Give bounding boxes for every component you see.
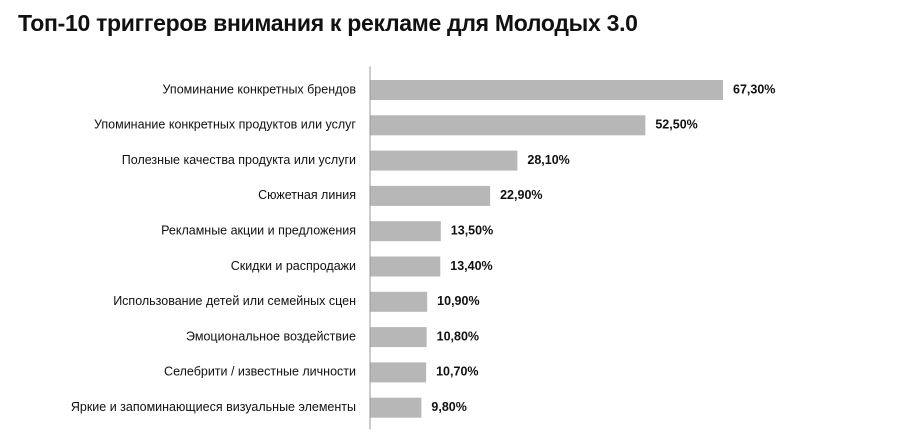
category-label: Скидки и распродажи bbox=[231, 259, 356, 273]
value-label: 9,80% bbox=[431, 400, 466, 414]
category-label: Селебрити / известные личности bbox=[164, 365, 356, 379]
value-label: 13,40% bbox=[450, 259, 492, 273]
value-label: 10,80% bbox=[437, 329, 479, 343]
bar bbox=[370, 327, 427, 348]
bar bbox=[370, 397, 422, 418]
value-label: 52,50% bbox=[655, 118, 697, 132]
category-label: Эмоциональное воздействие bbox=[186, 329, 356, 343]
value-label: 10,70% bbox=[436, 365, 478, 379]
bar bbox=[370, 362, 427, 383]
value-label: 13,50% bbox=[451, 223, 493, 237]
category-label: Яркие и запоминающиеся визуальные элемен… bbox=[71, 400, 356, 414]
value-label: 67,30% bbox=[733, 82, 775, 96]
category-label: Полезные качества продукта или услуги bbox=[122, 153, 356, 167]
bar bbox=[370, 150, 518, 171]
bar bbox=[370, 185, 491, 206]
bar bbox=[370, 80, 723, 100]
bar bbox=[370, 291, 428, 312]
bar bbox=[370, 115, 646, 136]
bars-layer bbox=[370, 80, 723, 418]
value-label: 28,10% bbox=[527, 153, 569, 167]
chart-title: Топ-10 триггеров внимания к рекламе для … bbox=[18, 10, 638, 36]
labels-layer: Упоминание конкретных брендов 67,30% Упоми… bbox=[71, 82, 776, 414]
category-label: Сюжетная линия bbox=[258, 188, 356, 202]
category-label: Использование детей или семейных сцен bbox=[113, 294, 356, 308]
bar bbox=[370, 221, 441, 242]
bar bbox=[370, 256, 441, 277]
value-label: 22,90% bbox=[500, 188, 542, 202]
category-label: Упоминание конкретных продуктов или услу… bbox=[94, 118, 356, 132]
category-label: Рекламные акции и предложения bbox=[161, 223, 356, 237]
category-label: Упоминание конкретных брендов bbox=[163, 82, 357, 96]
value-label: 10,90% bbox=[437, 294, 479, 308]
